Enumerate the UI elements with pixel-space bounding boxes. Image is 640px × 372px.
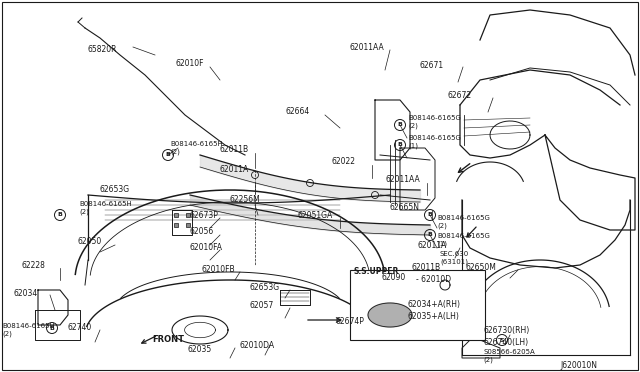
Text: 626740(LH): 626740(LH): [483, 339, 528, 347]
Text: B08146-6165H
(2): B08146-6165H (2): [2, 323, 55, 337]
Text: 62056: 62056: [190, 228, 214, 237]
Text: FRONT: FRONT: [152, 336, 184, 344]
Text: 62011A: 62011A: [220, 166, 249, 174]
Text: J620010N: J620010N: [560, 360, 597, 369]
Text: B08146-6165H
(2): B08146-6165H (2): [79, 201, 132, 215]
Bar: [186, 213, 190, 217]
Text: B08146-6165G
(1): B08146-6165G (1): [408, 135, 461, 149]
Polygon shape: [368, 303, 412, 327]
Text: 62034: 62034: [14, 289, 38, 298]
Text: 65820R: 65820R: [88, 45, 118, 55]
Text: 62011B: 62011B: [220, 145, 249, 154]
Text: SEC.630
(63101): SEC.630 (63101): [440, 251, 469, 265]
Bar: [186, 223, 190, 227]
Text: 62010FA: 62010FA: [190, 244, 223, 253]
Bar: [350, 270, 485, 340]
Text: 62057: 62057: [250, 301, 275, 310]
Text: 62674P: 62674P: [335, 317, 364, 327]
Text: 626730(RH): 626730(RH): [483, 326, 529, 334]
Text: B08146-6165G
(2): B08146-6165G (2): [408, 115, 461, 129]
Text: B: B: [428, 232, 433, 237]
Text: 62664: 62664: [285, 108, 309, 116]
Text: 62050: 62050: [78, 237, 102, 247]
Bar: [174, 213, 178, 217]
Text: 62034+A(RH): 62034+A(RH): [408, 301, 461, 310]
Text: S: S: [500, 337, 504, 343]
Text: 62010FB: 62010FB: [202, 266, 236, 275]
Text: 62010DA: 62010DA: [240, 340, 275, 350]
Text: B: B: [166, 153, 170, 157]
Text: S08566-6205A
(2): S08566-6205A (2): [483, 349, 535, 363]
Text: B: B: [397, 122, 403, 128]
Text: B: B: [58, 212, 63, 218]
Text: 62011AA: 62011AA: [386, 176, 420, 185]
Bar: [174, 223, 178, 227]
Text: 62035: 62035: [188, 346, 212, 355]
Text: 62010F: 62010F: [175, 58, 204, 67]
Text: 62673P: 62673P: [190, 211, 219, 219]
Text: S.S.UPPER: S.S.UPPER: [353, 267, 398, 276]
Text: B: B: [397, 142, 403, 148]
Text: 62653G: 62653G: [250, 282, 280, 292]
Text: 62011AA: 62011AA: [350, 44, 385, 52]
Text: 62011A: 62011A: [418, 241, 447, 250]
Text: B08146-6165G
(1): B08146-6165G (1): [437, 233, 490, 247]
Text: 62228: 62228: [22, 260, 46, 269]
Text: 62022: 62022: [332, 157, 356, 167]
Text: 62011B: 62011B: [412, 263, 441, 273]
Text: B: B: [428, 212, 433, 218]
Text: 62035+A(LH): 62035+A(LH): [408, 312, 460, 321]
Text: B: B: [49, 326, 54, 330]
Text: 62051GA: 62051GA: [298, 211, 333, 219]
Text: 62653G: 62653G: [100, 186, 130, 195]
Text: 62672: 62672: [448, 90, 472, 99]
Text: B08146-6165G
(2): B08146-6165G (2): [437, 215, 490, 229]
Text: 62650M: 62650M: [465, 263, 496, 273]
Text: B08146-6165H
(2): B08146-6165H (2): [170, 141, 223, 155]
Text: 62740: 62740: [68, 324, 92, 333]
Text: 62090: 62090: [382, 273, 406, 282]
Text: 62671: 62671: [420, 61, 444, 70]
Text: 62665N: 62665N: [390, 202, 420, 212]
Text: - 62010D: - 62010D: [416, 276, 451, 285]
Text: 62256M: 62256M: [230, 196, 260, 205]
